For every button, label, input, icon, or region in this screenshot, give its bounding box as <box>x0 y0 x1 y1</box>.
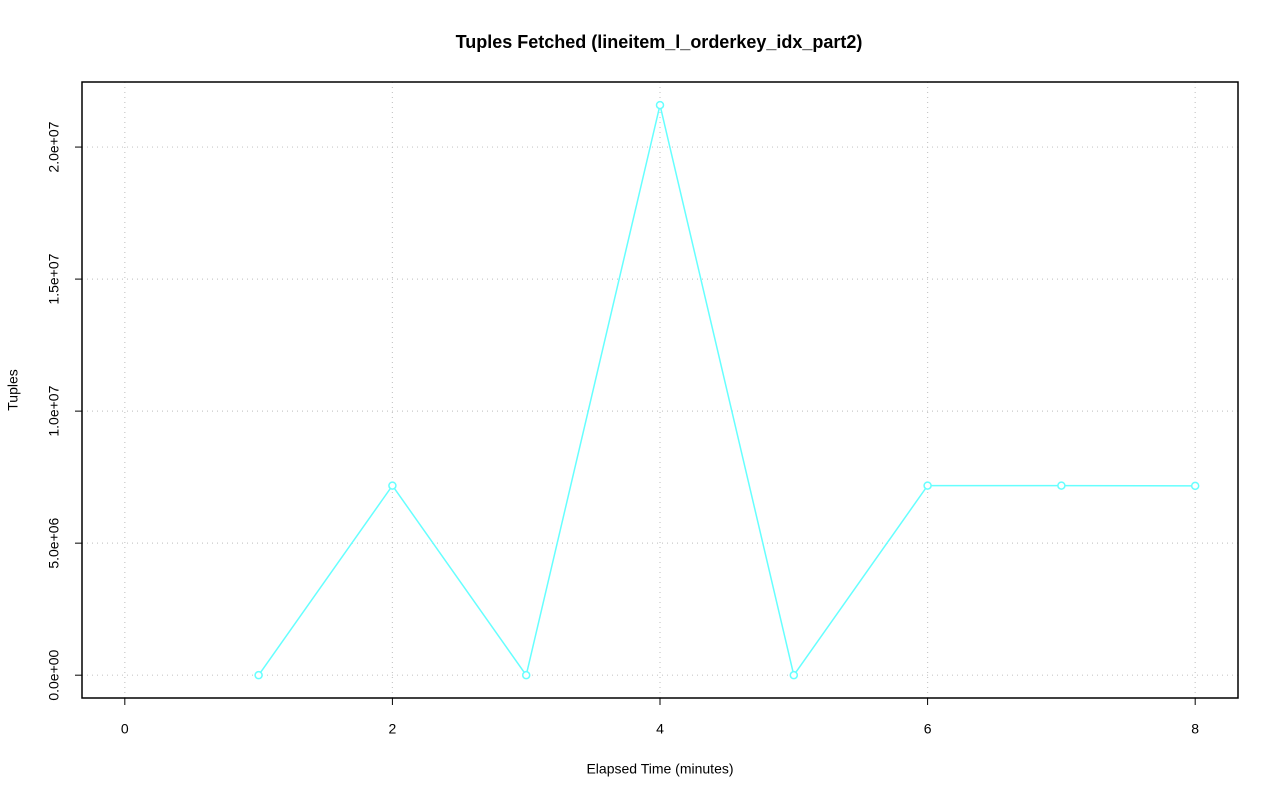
x-axis-label: Elapsed Time (minutes) <box>586 761 733 777</box>
x-tick-label: 4 <box>656 721 664 737</box>
x-tick-label: 0 <box>121 721 129 737</box>
y-tick-label: 0.0e+00 <box>46 649 62 700</box>
x-tick-label: 6 <box>924 721 932 737</box>
y-tick-label: 2.0e+07 <box>46 121 62 172</box>
data-point <box>1057 481 1066 490</box>
y-tick-label: 1.5e+07 <box>46 253 62 304</box>
data-point <box>1190 481 1200 491</box>
series-line <box>257 104 1196 677</box>
data-point <box>655 100 665 110</box>
chart-title: Tuples Fetched (lineitem_l_orderkey_idx_… <box>456 32 863 52</box>
data-point <box>521 670 531 680</box>
data-point <box>254 670 263 680</box>
x-tick-label: 8 <box>1191 721 1199 737</box>
y-axis-label: Tuples <box>5 369 21 411</box>
plot-frame <box>81 81 1239 699</box>
y-tick-label: 1.0e+07 <box>46 385 62 436</box>
data-point <box>923 481 932 490</box>
data-point <box>388 481 397 490</box>
x-tick-label: 2 <box>389 721 397 737</box>
data-point <box>789 670 799 680</box>
y-tick-label: 5.0e+06 <box>46 517 62 568</box>
